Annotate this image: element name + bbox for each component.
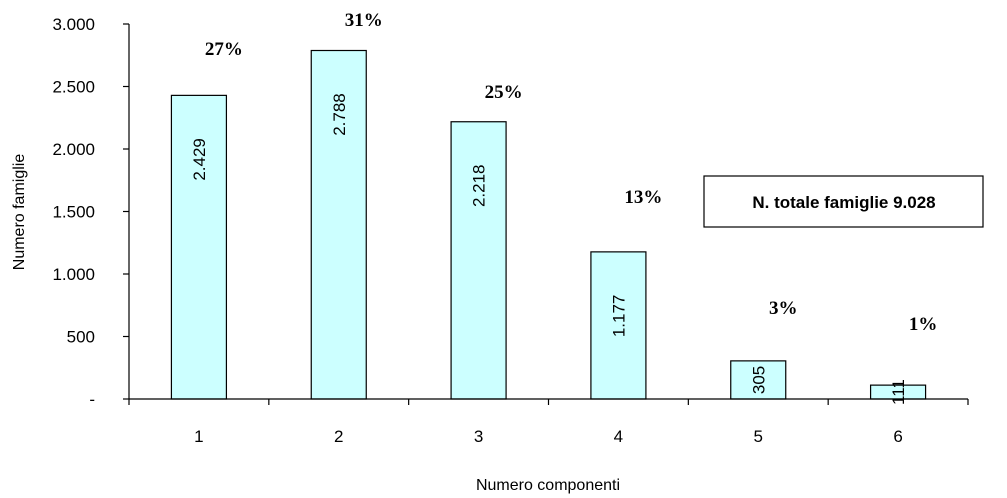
y-tick-label: 500 — [67, 328, 95, 347]
percent-label: 1% — [909, 314, 938, 335]
data-label: 305 — [749, 366, 768, 394]
data-label: 1.177 — [609, 295, 628, 338]
percent-label: 25% — [485, 82, 523, 103]
bar — [170, 94, 228, 400]
percent-label: 27% — [205, 39, 243, 60]
bar — [310, 49, 367, 400]
data-label: 2.788 — [330, 93, 349, 136]
y-tick-label: 3.000 — [52, 15, 95, 34]
x-tick-label: 6 — [893, 427, 902, 446]
y-tick-label: 1.500 — [52, 203, 95, 222]
y-tick-label: 1.000 — [52, 265, 95, 284]
y-tick-label: 2.000 — [52, 140, 95, 159]
bar — [590, 251, 647, 400]
y-axis-title: Numero famiglie — [11, 154, 28, 271]
percent-label: 13% — [624, 187, 662, 208]
x-tick-label: 3 — [474, 427, 483, 446]
total-annotation-text: N. totale famiglie 9.028 — [752, 193, 935, 212]
data-label: 2.429 — [190, 138, 209, 181]
total-annotation-box: N. totale famiglie 9.028 — [703, 175, 984, 228]
data-label: 111 — [889, 379, 908, 405]
bar — [730, 360, 787, 400]
y-tick-label: 2.500 — [52, 78, 95, 97]
y-tick-label: - — [89, 390, 95, 409]
x-tick-label: 1 — [194, 427, 203, 446]
plot-area: - 500 1.000 1.500 2.000 2.500 3.000 1 2 3 4 5 6 2.429… — [52, 10, 969, 446]
bar — [450, 121, 507, 400]
percent-label: 3% — [769, 298, 798, 319]
x-axis-title: Numero componenti — [476, 477, 620, 494]
x-tick-label: 4 — [614, 427, 623, 446]
percent-label: 31% — [345, 10, 383, 31]
x-tick-label: 2 — [334, 427, 343, 446]
x-tick-label: 5 — [754, 427, 763, 446]
data-label: 2.218 — [470, 164, 489, 207]
